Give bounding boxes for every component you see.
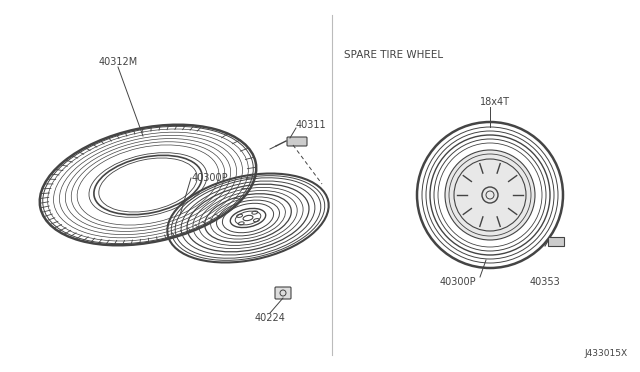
Ellipse shape xyxy=(445,150,535,240)
Text: 40311: 40311 xyxy=(296,120,326,130)
FancyBboxPatch shape xyxy=(287,137,307,146)
Bar xyxy=(548,237,564,246)
Text: 18x4T: 18x4T xyxy=(480,97,510,107)
Text: 40353: 40353 xyxy=(530,277,561,287)
Text: 40312M: 40312M xyxy=(99,57,138,67)
Text: 40224: 40224 xyxy=(255,313,285,323)
Text: J433015X: J433015X xyxy=(585,349,628,358)
Text: SPARE TIRE WHEEL: SPARE TIRE WHEEL xyxy=(344,50,443,60)
FancyBboxPatch shape xyxy=(275,287,291,299)
Text: 40300P: 40300P xyxy=(440,277,476,287)
Text: 40300P: 40300P xyxy=(192,173,228,183)
